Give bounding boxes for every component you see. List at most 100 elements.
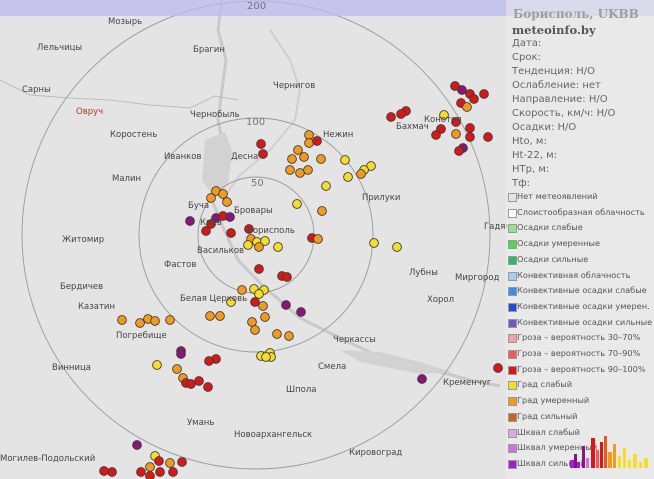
city-label: Прилуки [362, 193, 401, 203]
radar-echo [247, 317, 257, 327]
legend-item: Шквал слабый [507, 427, 652, 441]
land-water-features [0, 0, 501, 388]
radar-echo [260, 236, 270, 246]
city-label: Бердичев [60, 282, 104, 292]
city-label: Киев [200, 218, 222, 228]
radar-echo [176, 349, 186, 359]
legend-swatch [508, 318, 517, 328]
legend-swatch [508, 412, 517, 422]
legend-label: Конвективные осадки сильные [517, 316, 653, 327]
radar-echo [132, 440, 142, 450]
city-label: Белая Церковь [180, 294, 248, 304]
radar-echo [369, 238, 379, 248]
radar-echo [237, 285, 247, 295]
radar-echo [203, 382, 213, 392]
station-title: Борисполь, UKBB [513, 7, 639, 21]
field-attenuation: Ослабление: нет [512, 80, 601, 91]
legend-item: Осадки умеренные [507, 238, 652, 252]
radar-echo [313, 234, 323, 244]
legend-item: Конвективные осадки слабые [507, 285, 652, 299]
site-link[interactable]: meteoinfo.by [512, 23, 596, 37]
legend-swatch [508, 365, 517, 375]
legend-label: Гроза – вероятность 30–70% [517, 332, 641, 343]
radar-echo [356, 169, 366, 179]
radar-echo [186, 379, 196, 389]
radar-echo [303, 165, 313, 175]
radar-echo [462, 102, 472, 112]
legend-swatch [508, 334, 517, 344]
radar-echo [439, 110, 449, 120]
legend-label: Осадки умеренные [517, 238, 600, 249]
legend-swatch [508, 381, 517, 391]
radar-echo [431, 130, 441, 140]
city-label: Борисполь [247, 226, 295, 236]
city-label: Кировоград [349, 448, 403, 458]
city-label: Лельчицы [37, 43, 83, 53]
radar-echo [117, 315, 127, 325]
legend-item: Конвективные осадки сильные [507, 317, 652, 331]
radar-echo [386, 112, 396, 122]
radar-echo [304, 138, 314, 148]
city-label: Бровары [234, 206, 273, 216]
legend-swatch [508, 224, 517, 234]
city-label: Кременчуг [443, 378, 492, 388]
radar-echo [254, 289, 264, 299]
info-panel [506, 0, 654, 479]
radar-echo [154, 456, 164, 466]
radar-echo [215, 311, 225, 321]
legend-label: Слоистообразная облачность [517, 206, 645, 217]
city-label: Иванков [164, 152, 202, 162]
legend-swatch [508, 459, 517, 469]
legend-item: Конвективные осадки умерен. [507, 301, 652, 315]
radar-echo [172, 364, 182, 374]
radar-echo [451, 117, 461, 127]
legend-label: Конвективные осадки слабые [517, 285, 647, 296]
radar-echo [304, 130, 314, 140]
legend-swatch [508, 350, 517, 359]
legend-swatch [508, 287, 517, 297]
radar-echo [226, 297, 236, 307]
field-precip: Осадки: Н/О [512, 122, 577, 133]
radar-echo [135, 318, 145, 328]
radar-echo [107, 467, 117, 477]
radar-echo [312, 136, 322, 146]
radar-echo [465, 132, 475, 142]
legend-swatch [508, 208, 517, 218]
legend-swatch [508, 193, 517, 202]
city-label: Бахмач [396, 122, 429, 132]
city-label: Десна [231, 152, 259, 162]
radar-echo [145, 462, 155, 472]
city-label: Коростень [110, 130, 158, 140]
city-label: Винница [52, 363, 91, 373]
radar-echo [258, 149, 268, 159]
legend-swatch [508, 428, 517, 438]
legend-item: Гроза – вероятность 30–70% [507, 332, 652, 346]
ring-label-100: 100 [246, 117, 266, 128]
city-label: Буча [188, 201, 210, 211]
radar-echo [165, 315, 175, 325]
radar-echo [465, 123, 475, 133]
legend-item: Осадки сильные [507, 254, 652, 268]
radar-echo [99, 466, 109, 476]
radar-echo [299, 152, 309, 162]
city-label: Новоархангельск [234, 430, 313, 440]
radar-echo [254, 242, 264, 252]
city-label: Чернобыль [190, 110, 240, 120]
legend-label: Град сильный [517, 410, 578, 421]
radar-echo [136, 467, 146, 477]
legend-label: Гроза – вероятность 70–90% [517, 348, 641, 358]
radar-echo [340, 155, 350, 165]
city-label: Нежин [323, 130, 354, 140]
radar-echo [168, 467, 178, 477]
radar-echo [222, 197, 232, 207]
legend-label: Шквал слабый [517, 426, 580, 437]
radar-echo [155, 467, 165, 477]
legend-label: Град умеренный [517, 395, 590, 406]
radar-echo [396, 109, 406, 119]
radar-echo [254, 264, 264, 274]
city-label: Смела [318, 362, 347, 372]
top-band [0, 0, 654, 16]
radar-echo [493, 363, 503, 373]
